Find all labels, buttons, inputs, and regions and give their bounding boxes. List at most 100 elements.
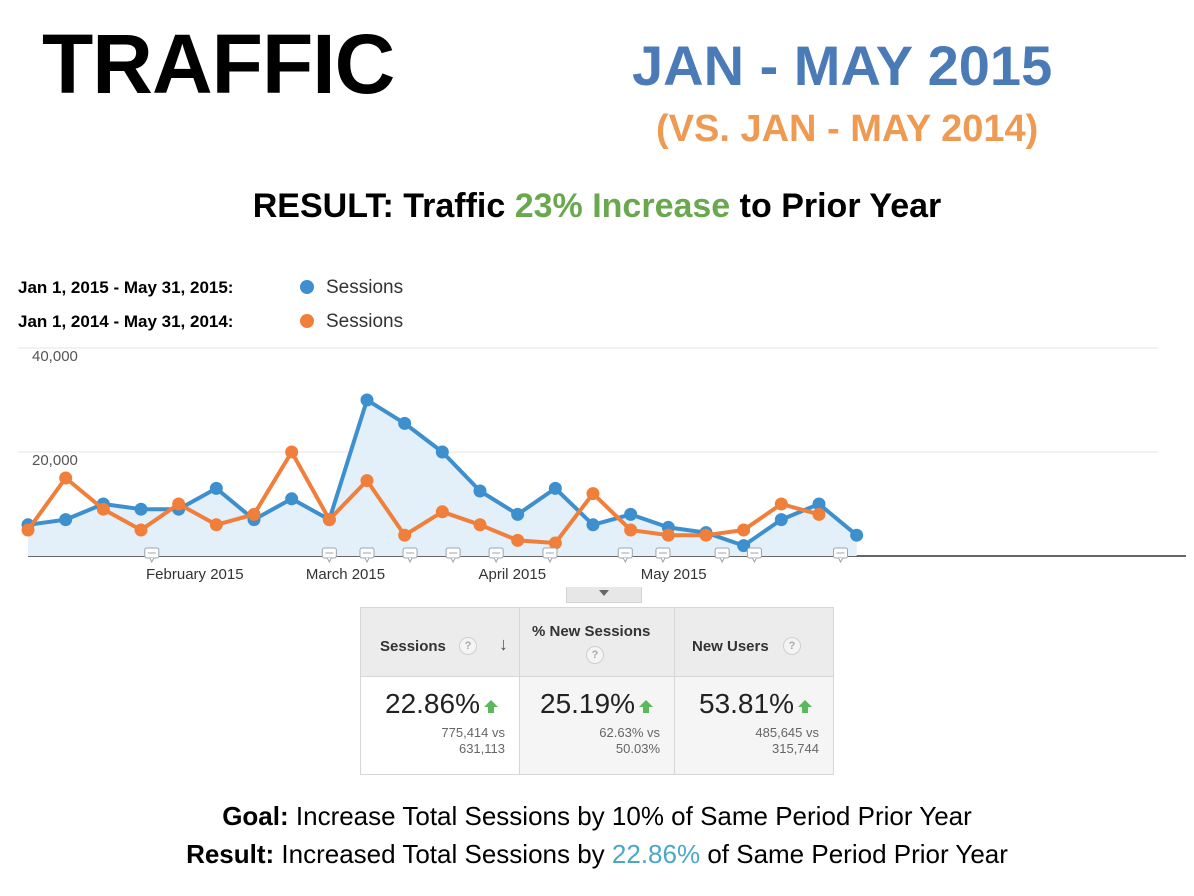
legend-range: Jan 1, 2015 - May 31, 2015: [18, 278, 234, 297]
series-2014-point [285, 445, 299, 459]
result-label: Result: [186, 839, 275, 869]
new-users-change-text: 53.81% [699, 688, 794, 719]
annotation-marker-icon[interactable] [445, 547, 461, 564]
legend-metric: Sessions [326, 277, 404, 298]
sort-descending-icon[interactable]: ↓ [499, 634, 508, 654]
y-tick-label: 20,000 [32, 452, 78, 469]
series-2014-point [661, 528, 675, 542]
result-headline-suffix: to Prior Year [730, 187, 942, 225]
legend-dot [300, 314, 314, 328]
goal-statement: Goal: Increase Total Sessions by 10% of … [0, 802, 1194, 831]
series-2015-point [511, 507, 525, 521]
legend-metric: Sessions [326, 311, 404, 332]
series-2014-point [209, 518, 223, 532]
new-sessions-detail-prior: 50.03% [615, 741, 660, 756]
series-2015-point [774, 513, 788, 527]
annotation-marker-icon[interactable] [617, 547, 633, 564]
legend-item-2015: Jan 1, 2015 - May 31, 2015: Sessions [18, 278, 403, 297]
chevron-down-icon [599, 590, 609, 596]
help-icon[interactable]: ? [459, 637, 477, 655]
sessions-change-value: 22.86% [385, 688, 498, 720]
new-users-header[interactable]: New Users ? [675, 608, 833, 677]
series-2014-point [322, 513, 336, 527]
new-users-label: New Users [692, 638, 769, 655]
annotation-marker-icon[interactable] [488, 547, 504, 564]
new-users-detail-prior: 315,744 [772, 741, 819, 756]
goal-text: Increase Total Sessions by 10% of Same P… [288, 801, 972, 831]
new-sessions-detail-current: 62.63% vs [599, 725, 660, 740]
result-headline-highlight: 23% Increase [514, 187, 731, 225]
result-statement: Result: Increased Total Sessions by 22.8… [0, 840, 1194, 869]
sessions-column[interactable]: Sessions ? ↓ 22.86% 775,414 vs 631,113 [361, 608, 520, 774]
annotation-marker-icon[interactable] [746, 547, 762, 564]
new-sessions-change-text: 25.19% [540, 688, 635, 719]
up-arrow-icon [483, 700, 498, 713]
annotation-marker-icon[interactable] [359, 547, 375, 564]
new-users-change-value: 53.81% [699, 688, 812, 720]
series-2015-point [473, 484, 487, 498]
series-2015-point [737, 539, 751, 553]
metrics-scorecard: Sessions ? ↓ 22.86% 775,414 vs 631,113 %… [360, 607, 834, 775]
series-2015-point [398, 416, 412, 430]
series-2014-point [548, 536, 562, 550]
sessions-detail-current: 775,414 vs [441, 725, 505, 740]
series-2014-point [435, 505, 449, 519]
sessions-line-chart: 40,000 20,000 February 2015 March 2015 April… [18, 347, 1186, 583]
series-2014-point [812, 507, 826, 521]
sessions-detail-prior: 631,113 [458, 741, 505, 756]
series-2015-point [59, 513, 73, 527]
series-2015-point [548, 481, 562, 495]
help-icon[interactable]: ? [586, 646, 604, 664]
sessions-change-text: 22.86% [385, 688, 480, 719]
x-tick-label: May 2015 [641, 566, 707, 583]
annotation-marker-icon[interactable] [714, 547, 730, 564]
series-2014-line [26, 450, 820, 545]
new-users-column[interactable]: New Users ? 53.81% 485,645 vs 315,744 [675, 608, 833, 774]
annotation-marker-icon[interactable] [321, 547, 337, 564]
goal-label: Goal: [222, 801, 289, 831]
series-2014-point [737, 523, 751, 537]
annotation-marker-icon[interactable] [402, 547, 418, 564]
x-tick-label: March 2015 [306, 566, 385, 583]
date-period: JAN - MAY 2015 [632, 34, 1053, 97]
series-2014-point [699, 528, 713, 542]
series-2015-point [586, 518, 600, 532]
annotation-marker-icon[interactable] [144, 547, 160, 564]
series-2014-point [360, 474, 374, 488]
series-2014-point [134, 523, 148, 537]
series-2015-point [209, 481, 223, 495]
result-text-a: Increased Total Sessions by [274, 839, 612, 869]
up-arrow-icon [797, 700, 812, 713]
series-2014-point [21, 523, 35, 537]
series-2015-point [285, 492, 299, 506]
up-arrow-icon [638, 700, 653, 713]
y-tick-label: 40,000 [32, 348, 78, 365]
chart-collapse-toggle[interactable] [566, 587, 642, 603]
series-2014-point [172, 497, 186, 511]
x-tick-label: February 2015 [146, 566, 244, 583]
series-2014-point [774, 497, 788, 511]
legend-item-2014: Jan 1, 2014 - May 31, 2014: Sessions [18, 312, 403, 331]
legend-dot [300, 280, 314, 294]
result-headline: RESULT: Traffic 23% Increase to Prior Ye… [0, 187, 1194, 225]
new-sessions-header[interactable]: % New Sessions ? [520, 608, 674, 677]
result-headline-prefix: RESULT: Traffic [252, 187, 515, 225]
comparison-period: (VS. JAN - MAY 2014) [656, 108, 1039, 150]
series-2014-point [398, 528, 412, 542]
series-2015-point [850, 528, 864, 542]
annotation-marker-icon[interactable] [655, 547, 671, 564]
help-icon[interactable]: ? [783, 637, 801, 655]
annotation-marker-icon[interactable] [833, 547, 849, 564]
series-2015-point [134, 502, 148, 516]
x-tick-label: April 2015 [479, 566, 547, 583]
result-text-b: of Same Period Prior Year [700, 839, 1008, 869]
series-2014-point [96, 502, 110, 516]
new-sessions-column[interactable]: % New Sessions ? 25.19% 62.63% vs 50.03% [520, 608, 675, 774]
series-2014-point [59, 471, 73, 485]
result-highlight: 22.86% [611, 839, 701, 869]
series-2014-point [586, 487, 600, 501]
annotation-marker-icon[interactable] [542, 547, 558, 564]
series-2014-point [624, 523, 638, 537]
sessions-header[interactable]: Sessions ? ↓ [361, 608, 519, 677]
sessions-label: Sessions [380, 638, 446, 655]
